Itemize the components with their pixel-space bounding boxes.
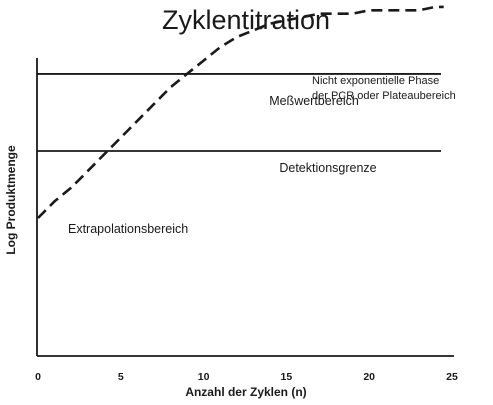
x-tick-label: 10 <box>198 371 210 383</box>
annotation-text: Nicht exponentielle Phase <box>312 75 439 87</box>
annotation-text: der PCR oder Plateaubereich <box>312 90 456 102</box>
reference-line-label: Meßwertbereich <box>269 94 359 108</box>
x-tick-label: 20 <box>363 371 375 383</box>
series-layer <box>37 5 444 219</box>
series-line <box>37 5 444 219</box>
reference-lines: Meßwertbereich Detektionsgrenze <box>37 73 441 175</box>
x-tick-label: 0 <box>35 371 41 383</box>
reference-line-label: Detektionsgrenze <box>279 161 376 175</box>
axes <box>36 58 454 357</box>
x-tick-label: 5 <box>118 371 124 383</box>
annotation-text: Extrapolationsbereich <box>68 222 188 236</box>
x-tick-labels: 0 5 10 15 20 25 <box>35 371 458 383</box>
x-tick-label: 15 <box>281 371 293 383</box>
chart-title: Zyklentitration <box>162 5 330 35</box>
annotations: Nicht exponentielle Phase der PCR oder Pl… <box>68 75 456 236</box>
y-axis-label: Log Produktmenge <box>4 145 18 255</box>
x-tick-label: 25 <box>446 371 458 383</box>
x-axis-label: Anzahl der Zyklen (n) <box>185 385 306 399</box>
